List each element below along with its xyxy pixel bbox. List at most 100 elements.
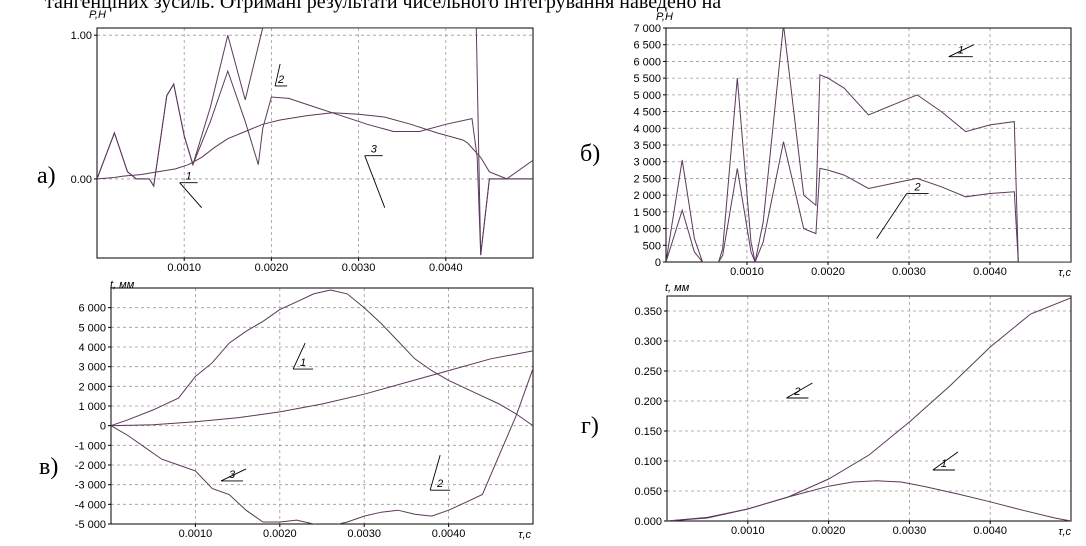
series-line-1 <box>97 112 533 180</box>
series-line-3 <box>97 28 533 256</box>
y-tick-label: 0.050 <box>634 486 662 498</box>
y-tick-label: 5 500 <box>633 73 661 85</box>
y-tick-label: 0.100 <box>634 456 662 468</box>
annotation-leader <box>220 468 247 482</box>
x-tick-label: 0.0010 <box>731 525 765 537</box>
x-tick-label: 0.0030 <box>347 528 381 540</box>
annotation-leader <box>948 44 974 58</box>
series-line-2 <box>97 69 533 256</box>
curve-label-1: 1 <box>300 357 306 369</box>
x-axis-label: τ,c <box>518 529 531 541</box>
y-tick-label: 500 <box>643 240 661 252</box>
y-tick-label: 2 000 <box>633 190 661 202</box>
x-axis-label: τ,c <box>1058 526 1071 538</box>
y-tick-label: 0 <box>655 257 661 269</box>
y-tick-label: -5 000 <box>75 519 106 531</box>
curve-label-1: 1 <box>186 171 192 183</box>
x-tick-label: 0.0030 <box>893 525 927 537</box>
y-tick-label: 1.00 <box>71 30 92 42</box>
x-tick-label: 0.0020 <box>811 266 845 278</box>
x-tick-label: 0.0040 <box>429 262 463 274</box>
y-tick-label: -4 000 <box>75 499 106 511</box>
annotation-leader <box>876 193 907 239</box>
chart-g: 0.0010 0.0020 0.0030 0.0040 0.000 0.050 0.100 0… <box>634 282 1072 538</box>
curve-label-2: 2 <box>793 386 800 398</box>
y-tick-label: 5 000 <box>78 322 106 334</box>
y-tick-label: 6 000 <box>633 56 661 68</box>
curve-label-1: 1 <box>958 45 964 57</box>
x-tick-label: 0.0040 <box>973 266 1007 278</box>
series-line-3 <box>111 368 533 524</box>
y-axis-label: P,H <box>656 11 673 23</box>
curve-label-1: 1 <box>941 458 947 470</box>
header-text: тангенціних зусиль. Отримані результати … <box>45 0 722 13</box>
y-tick-label: -2 000 <box>75 460 106 472</box>
series-line-1 <box>666 28 1071 262</box>
annotation-leader <box>364 155 386 208</box>
y-tick-label: -1 000 <box>75 440 106 452</box>
x-tick-label: 0.0040 <box>973 525 1007 537</box>
curve-label-2: 2 <box>277 74 284 86</box>
y-axis-label: P,H <box>89 9 106 21</box>
panel-label-a: а) <box>37 163 56 189</box>
x-tick-label: 0.0010 <box>167 262 201 274</box>
chart-v: 0.0010 0.0020 0.0030 0.0040 -5 000 -4 000 -3 0… <box>75 279 534 541</box>
x-tick-label: 0.0020 <box>255 262 289 274</box>
annotation-leader <box>274 63 281 87</box>
x-tick-label: 0.0010 <box>179 528 213 540</box>
x-axis-label: τ,c <box>1058 267 1071 279</box>
y-tick-label: 0.200 <box>634 396 662 408</box>
annotation-leader <box>786 382 813 399</box>
y-axis-label: t, мм <box>665 282 690 294</box>
y-tick-label: 3 500 <box>633 140 661 152</box>
y-tick-label: 1 500 <box>633 207 661 219</box>
x-tick-label: 0.0020 <box>812 525 846 537</box>
x-tick-label: 0.0010 <box>730 266 764 278</box>
y-tick-label: 1 000 <box>78 401 106 413</box>
series-line-1 <box>667 480 1071 521</box>
series-line-1 <box>111 289 533 427</box>
y-tick-label: -3 000 <box>75 480 106 492</box>
panel-label-v: в) <box>39 454 59 480</box>
y-tick-label: 0.00 <box>71 174 92 186</box>
annotation-leader <box>179 182 202 208</box>
y-tick-label: 3 000 <box>78 362 106 374</box>
y-tick-label: 6 500 <box>633 40 661 52</box>
annotation-leader <box>292 342 306 370</box>
y-tick-label: 0.250 <box>634 366 662 378</box>
y-tick-label: 4 000 <box>78 342 106 354</box>
y-tick-label: 1 000 <box>633 224 661 236</box>
chart-a: 0.0010 0.0020 0.0030 0.0040 0.00 1.00 P,H 1 2 3 <box>71 9 534 274</box>
y-tick-label: 0.350 <box>634 306 662 318</box>
annotation-leader <box>932 451 959 471</box>
x-tick-label: 0.0020 <box>263 528 297 540</box>
y-tick-label: 0.000 <box>634 516 662 528</box>
curve-label-2: 2 <box>436 478 443 490</box>
y-tick-label: 3 000 <box>633 157 661 169</box>
curve-label-3: 3 <box>229 469 236 481</box>
y-tick-label: 2 000 <box>78 381 106 393</box>
series-line-2 <box>111 350 533 427</box>
y-tick-label: 5 000 <box>633 90 661 102</box>
panel-label-g: г) <box>581 413 599 439</box>
y-tick-label: 2 500 <box>633 173 661 185</box>
y-tick-label: 4 500 <box>633 107 661 119</box>
series-line-2 <box>666 141 1071 262</box>
series-line-2 <box>667 297 1071 521</box>
curve-label-3: 3 <box>371 144 378 156</box>
y-tick-label: 6 000 <box>78 303 106 315</box>
curve-label-2: 2 <box>914 182 921 194</box>
y-tick-label: 4 000 <box>633 123 661 135</box>
y-tick-label: 0.150 <box>634 426 662 438</box>
panel-label-b: б) <box>580 141 601 167</box>
x-tick-label: 0.0040 <box>432 528 466 540</box>
y-tick-label: 0 <box>100 421 106 433</box>
annotation-leader <box>429 455 441 491</box>
y-tick-label: 0.300 <box>634 336 662 348</box>
x-tick-label: 0.0030 <box>892 266 926 278</box>
x-tick-label: 0.0030 <box>342 262 376 274</box>
chart-b: 0.0010 0.0020 0.0030 0.0040 0 500 1 000 1 500 2 … <box>633 11 1072 279</box>
plot-frame <box>666 295 1072 522</box>
y-axis-label: t, мм <box>110 279 135 291</box>
